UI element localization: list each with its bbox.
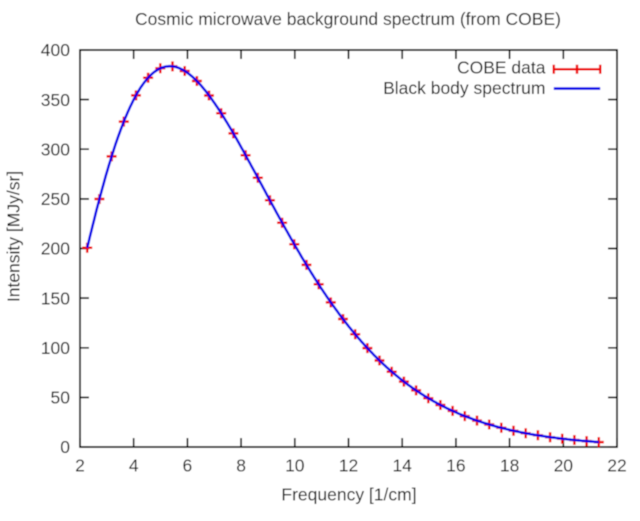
svg-text:150: 150 — [41, 288, 70, 308]
svg-text:20: 20 — [554, 456, 574, 476]
svg-text:6: 6 — [183, 456, 193, 476]
svg-text:400: 400 — [41, 40, 70, 60]
svg-text:300: 300 — [41, 139, 70, 159]
svg-text:14: 14 — [392, 456, 412, 476]
svg-text:250: 250 — [41, 189, 70, 209]
svg-text:Black body spectrum: Black body spectrum — [383, 78, 545, 98]
svg-text:Intensity [MJy/sr]: Intensity [MJy/sr] — [4, 171, 24, 302]
svg-text:200: 200 — [41, 239, 70, 259]
svg-text:18: 18 — [500, 456, 519, 476]
svg-text:4: 4 — [129, 456, 139, 476]
svg-text:16: 16 — [446, 456, 465, 476]
svg-text:0: 0 — [60, 437, 70, 457]
svg-text:Frequency [1/cm]: Frequency [1/cm] — [281, 485, 416, 505]
svg-text:2: 2 — [75, 456, 85, 476]
svg-text:COBE data: COBE data — [457, 58, 546, 78]
svg-text:12: 12 — [339, 456, 358, 476]
svg-text:22: 22 — [607, 456, 626, 476]
svg-text:Cosmic microwave background sp: Cosmic microwave background spectrum (fr… — [135, 9, 561, 29]
svg-text:50: 50 — [51, 388, 71, 408]
svg-text:100: 100 — [41, 338, 70, 358]
svg-text:350: 350 — [41, 90, 70, 110]
svg-text:8: 8 — [236, 456, 246, 476]
svg-text:10: 10 — [285, 456, 305, 476]
